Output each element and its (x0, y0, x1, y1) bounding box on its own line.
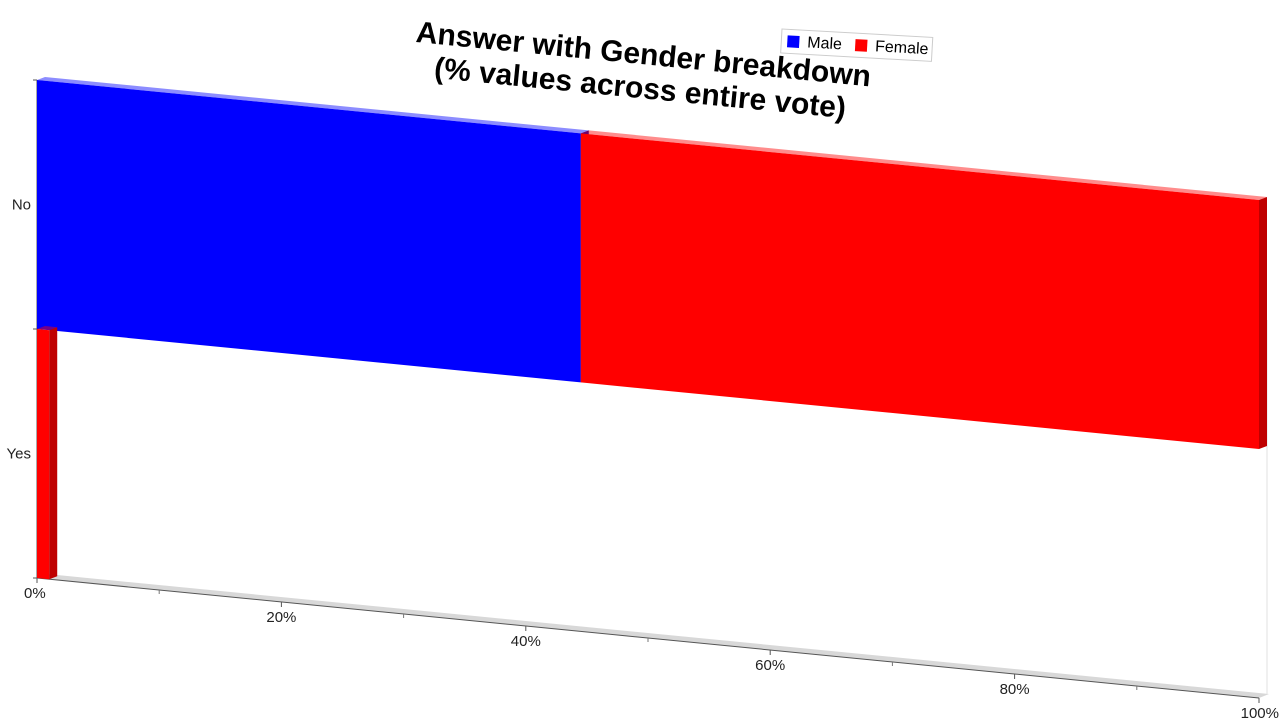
legend[interactable]: Male Female (780, 28, 934, 62)
x-tick-label: 20% (266, 609, 296, 626)
x-tick-label: 80% (1000, 681, 1030, 698)
bar-face (580, 133, 1259, 449)
y-tick-label: No (12, 197, 31, 214)
x-tick-label: 40% (511, 633, 541, 650)
legend-label-male[interactable]: Male (807, 34, 843, 53)
bar-top (37, 77, 589, 134)
bar-no-female[interactable] (580, 130, 1267, 449)
axis-floor (37, 574, 1269, 698)
bar-face (37, 80, 581, 383)
x-axis-ticks: 0% 20% 40% 60% 80% 100% (24, 578, 1279, 720)
bar-top (580, 130, 1267, 200)
x-tick-label: 100% (1241, 705, 1279, 720)
bar-no-male[interactable] (37, 77, 589, 383)
legend-label-female[interactable]: Female (875, 38, 929, 58)
legend-swatch-male[interactable] (786, 35, 800, 48)
legend-swatch-female[interactable] (854, 39, 868, 52)
bar-side (49, 327, 58, 580)
bar-yes-female[interactable] (37, 326, 58, 580)
y-axis-labels: No Yes (7, 197, 31, 463)
x-tick-label: 0% (24, 585, 46, 602)
x-tick-label: 60% (755, 657, 785, 674)
y-tick-label: Yes (7, 446, 31, 463)
bar-side (1259, 197, 1267, 449)
legend-box: Male Female (780, 28, 934, 62)
bar-face (37, 329, 50, 580)
bars (37, 77, 1267, 580)
bar-top (37, 326, 58, 331)
